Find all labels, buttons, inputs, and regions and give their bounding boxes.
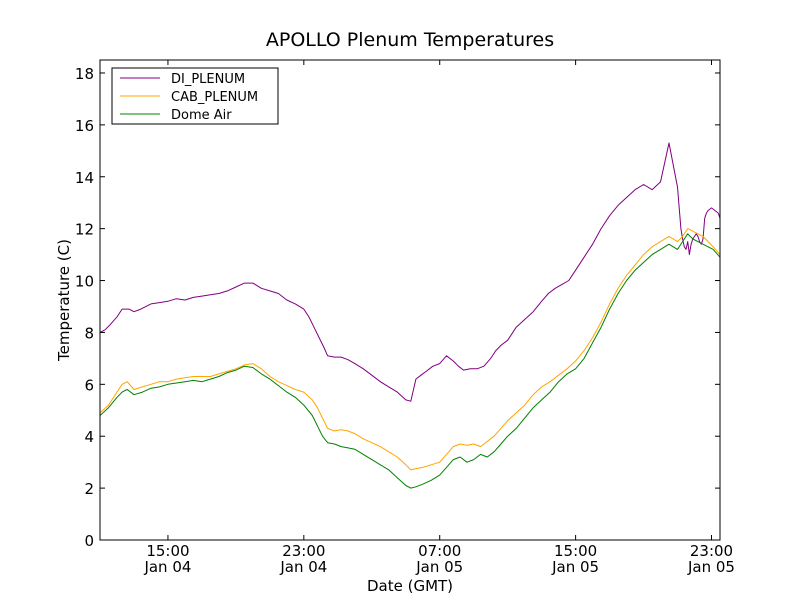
y-tick-label: 0 — [84, 532, 94, 550]
series-line-dome-air — [100, 233, 720, 489]
x-axis-label: Date (GMT) — [367, 577, 453, 595]
y-tick-label: 10 — [75, 273, 94, 291]
x-tick-label-date: Jan 04 — [279, 558, 327, 576]
plot-area — [100, 60, 720, 540]
y-tick-label: 12 — [75, 221, 94, 239]
x-tick-label-time: 15:00 — [554, 542, 597, 560]
y-tick-label: 2 — [84, 480, 94, 498]
chart-title: APOLLO Plenum Temperatures — [266, 29, 554, 51]
legend: DI_PLENUM CAB_PLENUM Dome Air — [111, 67, 279, 125]
y-axis-label: Temperature (C) — [55, 239, 73, 362]
axes-frame — [99, 59, 721, 541]
y-tick-label: 18 — [75, 65, 94, 83]
x-tick-label-date: Jan 05 — [687, 558, 735, 576]
x-tick-label-time: 23:00 — [690, 542, 733, 560]
y-tick-label: 6 — [84, 376, 94, 394]
series-line-cab-plenum — [100, 228, 720, 471]
x-tick-label-time: 07:00 — [418, 542, 461, 560]
x-tick-label-time: 23:00 — [282, 542, 325, 560]
x-tick-label-date: Jan 05 — [415, 558, 463, 576]
legend-label: Dome Air — [171, 108, 232, 123]
legend-label: DI_PLENUM — [171, 72, 245, 87]
series-layer — [100, 142, 720, 489]
y-tick-label: 14 — [75, 169, 94, 187]
y-axis: 0 2 4 6 8 10 12 14 16 18 — [75, 65, 720, 550]
y-tick-label: 8 — [84, 324, 94, 342]
legend-label: CAB_PLENUM — [171, 90, 258, 105]
y-tick-label: 16 — [75, 117, 94, 135]
y-tick-label: 4 — [84, 428, 94, 446]
x-tick-label-date: Jan 04 — [143, 558, 191, 576]
series-line-di-plenum — [100, 142, 720, 402]
x-tick-label-time: 15:00 — [146, 542, 189, 560]
x-tick-label-date: Jan 05 — [551, 558, 599, 576]
